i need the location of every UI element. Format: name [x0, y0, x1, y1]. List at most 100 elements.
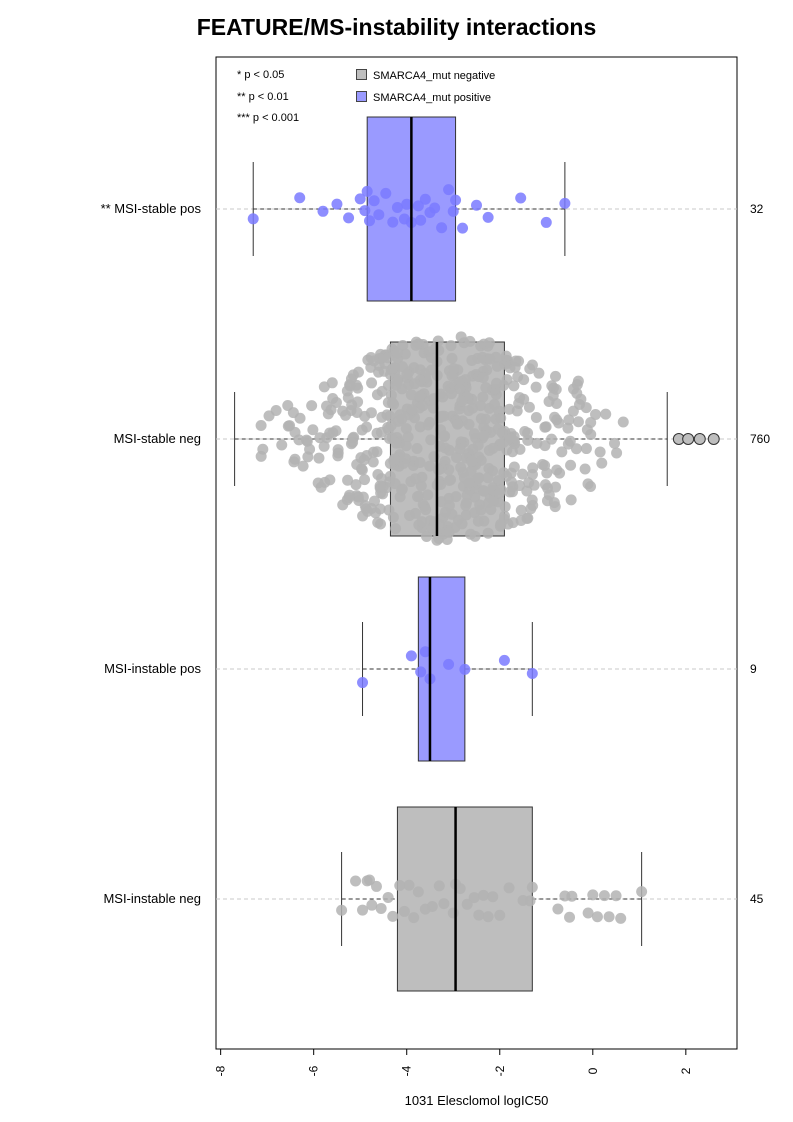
data-point: [387, 216, 399, 228]
data-point: [402, 431, 414, 443]
data-point: [499, 510, 511, 522]
data-point: [549, 501, 561, 513]
data-point: [439, 430, 451, 442]
data-point: [443, 184, 455, 196]
data-point: [615, 912, 627, 924]
data-point: [425, 434, 437, 446]
data-point: [477, 889, 489, 901]
data-point: [403, 879, 415, 891]
data-point: [472, 515, 484, 527]
data-point: [347, 436, 359, 448]
data-point: [416, 516, 428, 528]
data-point: [356, 463, 368, 475]
data-point: [263, 410, 275, 422]
data-point: [554, 467, 566, 479]
data-point: [550, 481, 562, 493]
data-point: [336, 904, 348, 916]
data-point: [477, 391, 489, 403]
data-point: [391, 375, 403, 387]
data-point: [415, 214, 427, 226]
data-point: [276, 439, 288, 451]
data-point: [415, 666, 427, 678]
data-point: [456, 395, 468, 407]
data-point: [429, 202, 441, 214]
data-point: [350, 875, 362, 887]
data-point: [382, 379, 394, 391]
data-point: [364, 874, 376, 886]
data-point: [475, 400, 487, 412]
data-point: [409, 378, 421, 390]
data-point: [387, 910, 399, 922]
chart-title: FEATURE/MS-instability interactions: [196, 14, 597, 40]
data-point: [582, 478, 594, 490]
data-point: [394, 880, 406, 892]
data-point: [443, 474, 455, 486]
data-point: [366, 899, 378, 911]
data-point: [354, 193, 366, 205]
data-point: [504, 486, 516, 498]
data-point: [432, 464, 444, 476]
data-point: [294, 192, 306, 204]
sig-note-2: ** p < 0.01: [237, 91, 289, 103]
data-point: [450, 194, 462, 206]
data-point: [445, 388, 457, 400]
data-point: [543, 489, 555, 501]
data-point: [596, 457, 608, 469]
data-point: [422, 489, 434, 501]
data-point: [521, 513, 533, 525]
data-point: [567, 405, 579, 417]
data-point: [443, 526, 455, 538]
data-point: [331, 198, 343, 210]
data-point: [526, 469, 538, 481]
data-point: [443, 499, 455, 511]
data-point: [466, 455, 478, 467]
count-label-msi-stable-neg: 760: [750, 432, 771, 446]
data-point: [475, 413, 487, 425]
data-point: [371, 389, 383, 401]
data-point: [495, 518, 507, 530]
outlier-point: [682, 433, 695, 445]
data-point: [467, 443, 479, 455]
count-label-msi-stable-pos: 32: [750, 202, 764, 216]
data-point: [307, 424, 319, 436]
x-tick-label: -2: [493, 1065, 507, 1076]
data-point: [342, 474, 354, 486]
data-point: [515, 504, 527, 516]
data-point: [388, 453, 400, 465]
data-point: [386, 397, 398, 409]
data-point: [347, 369, 359, 381]
data-point: [351, 406, 363, 418]
data-point: [344, 380, 356, 392]
data-point: [587, 889, 599, 901]
data-point: [487, 891, 499, 903]
data-point: [451, 452, 463, 464]
data-point: [398, 905, 410, 917]
data-point: [433, 880, 445, 892]
data-point: [361, 185, 373, 197]
data-point: [325, 404, 337, 416]
category-label-msi-stable-neg: MSI-stable neg: [113, 431, 201, 446]
data-point: [539, 440, 551, 452]
data-point: [447, 205, 459, 217]
data-point: [367, 446, 379, 458]
data-point: [591, 911, 603, 923]
data-point: [405, 650, 417, 662]
data-point: [458, 337, 470, 349]
data-point: [575, 393, 587, 405]
data-point: [350, 479, 362, 491]
data-point: [368, 355, 380, 367]
data-point: [506, 446, 518, 458]
data-point: [357, 904, 369, 916]
data-point: [549, 411, 561, 423]
data-point: [477, 372, 489, 384]
data-point: [498, 654, 510, 666]
data-point: [382, 422, 394, 434]
data-point: [482, 211, 494, 223]
data-point: [433, 518, 445, 530]
legend-label-negative: SMARCA4_mut negative: [373, 70, 496, 82]
data-point: [500, 350, 512, 362]
data-point: [447, 907, 459, 919]
data-point: [594, 446, 606, 458]
data-point: [445, 340, 457, 352]
data-point: [475, 504, 487, 516]
